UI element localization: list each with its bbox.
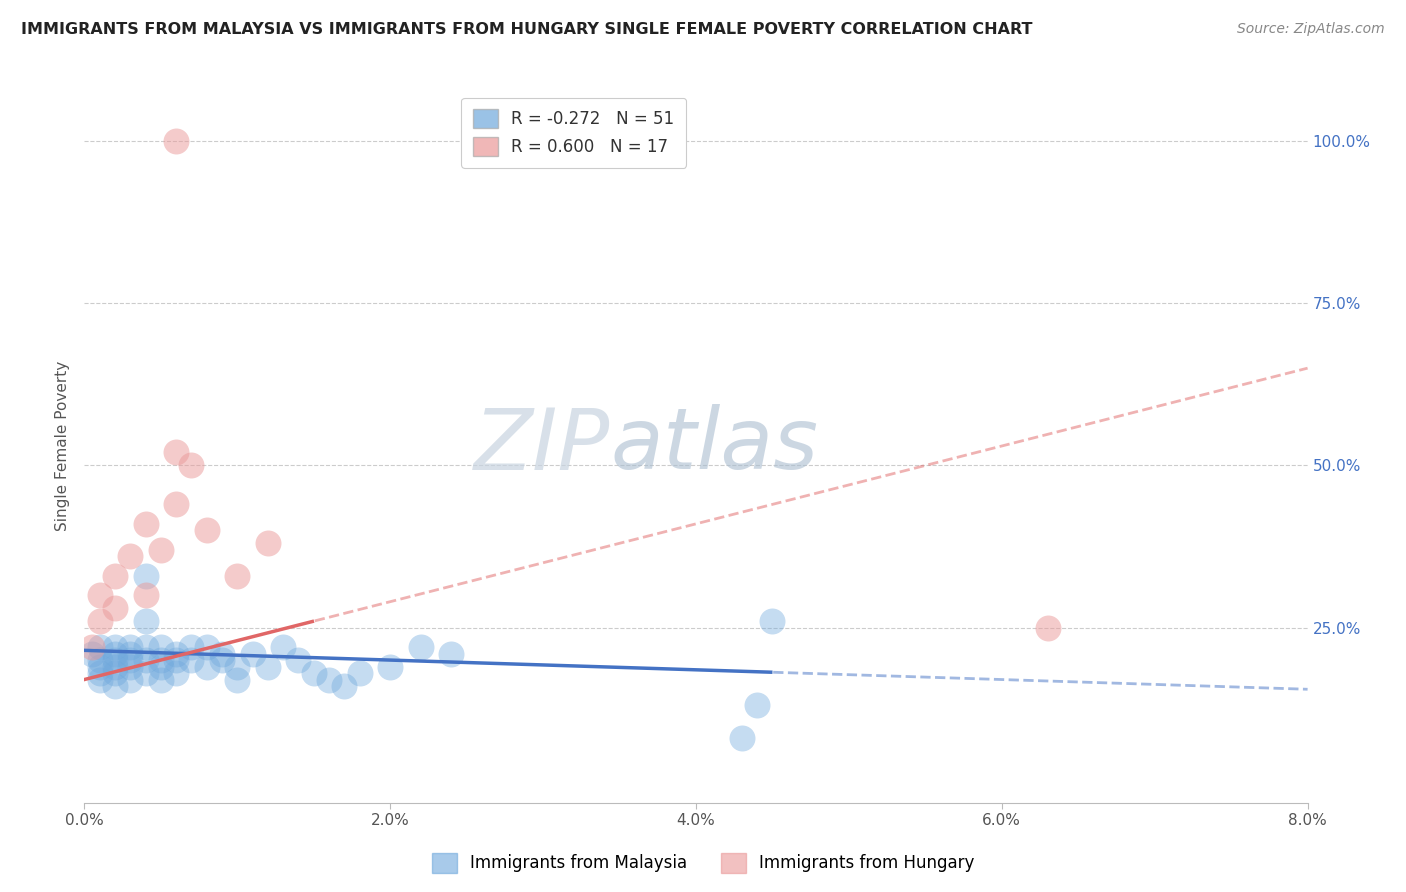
Point xyxy=(120,673,142,687)
Point xyxy=(195,640,218,654)
Point xyxy=(211,653,233,667)
Text: atlas: atlas xyxy=(610,404,818,488)
Point xyxy=(195,659,218,673)
Point xyxy=(165,445,187,459)
Point xyxy=(104,679,127,693)
Point xyxy=(135,516,157,531)
Point xyxy=(104,647,127,661)
Point xyxy=(120,640,142,654)
Point xyxy=(226,673,249,687)
Point xyxy=(135,653,157,667)
Point xyxy=(149,542,172,557)
Point xyxy=(89,614,111,628)
Point xyxy=(120,659,142,673)
Point xyxy=(165,497,187,511)
Point xyxy=(165,647,187,661)
Point xyxy=(165,134,187,148)
Text: IMMIGRANTS FROM MALAYSIA VS IMMIGRANTS FROM HUNGARY SINGLE FEMALE POVERTY CORREL: IMMIGRANTS FROM MALAYSIA VS IMMIGRANTS F… xyxy=(21,22,1032,37)
Point xyxy=(761,614,783,628)
Point xyxy=(149,673,172,687)
Point xyxy=(731,731,754,745)
Point xyxy=(440,647,463,661)
Legend: R = -0.272   N = 51, R = 0.600   N = 17: R = -0.272 N = 51, R = 0.600 N = 17 xyxy=(461,97,686,168)
Point xyxy=(135,588,157,602)
Point xyxy=(195,524,218,538)
Point xyxy=(333,679,356,693)
Text: ZIP: ZIP xyxy=(474,404,610,488)
Text: Source: ZipAtlas.com: Source: ZipAtlas.com xyxy=(1237,22,1385,37)
Point xyxy=(120,647,142,661)
Point xyxy=(120,653,142,667)
Point xyxy=(409,640,432,654)
Point xyxy=(226,659,249,673)
Point xyxy=(104,568,127,582)
Point xyxy=(89,673,111,687)
Point xyxy=(89,640,111,654)
Point xyxy=(287,653,309,667)
Point xyxy=(349,666,371,681)
Point xyxy=(135,666,157,681)
Point xyxy=(302,666,325,681)
Y-axis label: Single Female Poverty: Single Female Poverty xyxy=(55,361,70,531)
Point xyxy=(135,640,157,654)
Point xyxy=(257,536,280,550)
Point xyxy=(211,647,233,661)
Point xyxy=(104,601,127,615)
Point xyxy=(242,647,264,661)
Point xyxy=(89,666,111,681)
Point xyxy=(89,653,111,667)
Point xyxy=(180,653,202,667)
Point xyxy=(149,640,172,654)
Point xyxy=(135,568,157,582)
Point xyxy=(165,666,187,681)
Point xyxy=(1036,621,1059,635)
Point xyxy=(165,653,187,667)
Point xyxy=(104,653,127,667)
Point xyxy=(104,666,127,681)
Point xyxy=(747,698,769,713)
Point xyxy=(89,659,111,673)
Point xyxy=(104,659,127,673)
Point xyxy=(271,640,294,654)
Point xyxy=(180,458,202,473)
Point xyxy=(257,659,280,673)
Point xyxy=(80,647,103,661)
Point xyxy=(180,640,202,654)
Point xyxy=(226,568,249,582)
Legend: Immigrants from Malaysia, Immigrants from Hungary: Immigrants from Malaysia, Immigrants fro… xyxy=(425,847,981,880)
Point xyxy=(135,614,157,628)
Point xyxy=(120,549,142,564)
Point xyxy=(318,673,340,687)
Point xyxy=(104,640,127,654)
Point xyxy=(80,640,103,654)
Point xyxy=(149,653,172,667)
Point xyxy=(149,659,172,673)
Point xyxy=(380,659,402,673)
Point xyxy=(89,588,111,602)
